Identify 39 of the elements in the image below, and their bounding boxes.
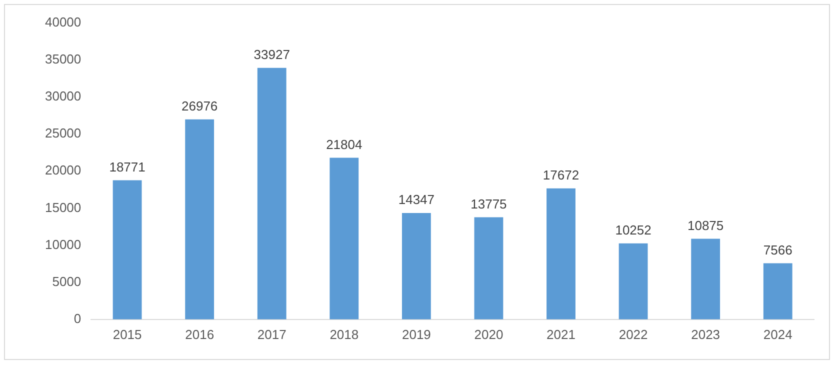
bar xyxy=(257,68,286,320)
x-tick-label: 2015 xyxy=(112,326,142,342)
y-tick-label: 30000 xyxy=(44,88,82,104)
bar xyxy=(618,243,648,320)
y-tick-label: 0 xyxy=(74,310,82,326)
y-tick-label: 25000 xyxy=(44,126,82,141)
data-label: 7566 xyxy=(763,242,792,258)
y-tick-label: 15000 xyxy=(44,200,82,215)
data-label: 17672 xyxy=(542,167,580,182)
bar xyxy=(402,213,431,320)
x-tick-label: 2019 xyxy=(402,326,431,342)
data-label: 26976 xyxy=(182,98,218,114)
x-tick-label: 2020 xyxy=(474,326,504,342)
bar xyxy=(763,263,792,320)
y-tick-label: 10000 xyxy=(44,236,82,252)
x-tick-label: 2018 xyxy=(330,326,359,342)
data-label: 10252 xyxy=(615,222,652,238)
data-label: 18771 xyxy=(109,159,146,174)
x-tick-label: 2024 xyxy=(763,326,792,342)
x-tick-label: 2022 xyxy=(618,326,648,342)
bar xyxy=(691,238,720,320)
x-tick-label: 2023 xyxy=(691,326,720,342)
data-label: 10875 xyxy=(687,218,724,233)
data-label: 14347 xyxy=(398,192,435,208)
bar xyxy=(185,119,214,320)
data-label: 33927 xyxy=(254,46,290,62)
y-tick-label: 20000 xyxy=(44,162,82,178)
x-tick-label: 2021 xyxy=(546,326,576,342)
y-tick-label: 40000 xyxy=(44,14,82,30)
bar xyxy=(112,180,142,320)
y-tick-label: 35000 xyxy=(44,51,82,66)
data-label: 21804 xyxy=(326,136,362,152)
y-tick-label: 5000 xyxy=(52,274,82,289)
bar xyxy=(474,217,504,320)
bar xyxy=(330,158,359,320)
x-tick-label: 2017 xyxy=(257,326,286,342)
x-tick-label: 2016 xyxy=(185,326,214,342)
bar xyxy=(546,188,576,320)
data-label: 13775 xyxy=(470,196,507,212)
